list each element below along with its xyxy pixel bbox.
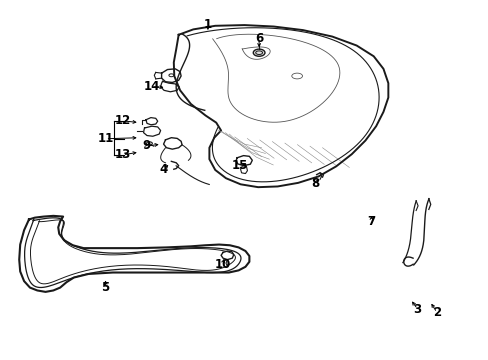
Text: 2: 2 bbox=[432, 306, 440, 319]
Text: 9: 9 bbox=[142, 139, 151, 152]
Text: 6: 6 bbox=[254, 32, 263, 45]
Ellipse shape bbox=[253, 49, 264, 56]
Text: 3: 3 bbox=[413, 303, 421, 316]
Text: 14: 14 bbox=[143, 80, 160, 93]
Text: 13: 13 bbox=[114, 148, 130, 161]
Text: 11: 11 bbox=[97, 132, 113, 145]
Text: 8: 8 bbox=[310, 177, 319, 190]
Text: 4: 4 bbox=[160, 163, 168, 176]
Text: 7: 7 bbox=[366, 215, 375, 228]
Text: 15: 15 bbox=[231, 159, 247, 172]
Text: 5: 5 bbox=[101, 281, 109, 294]
Text: 1: 1 bbox=[203, 18, 212, 31]
Text: 12: 12 bbox=[114, 114, 130, 127]
Text: 10: 10 bbox=[214, 258, 230, 271]
